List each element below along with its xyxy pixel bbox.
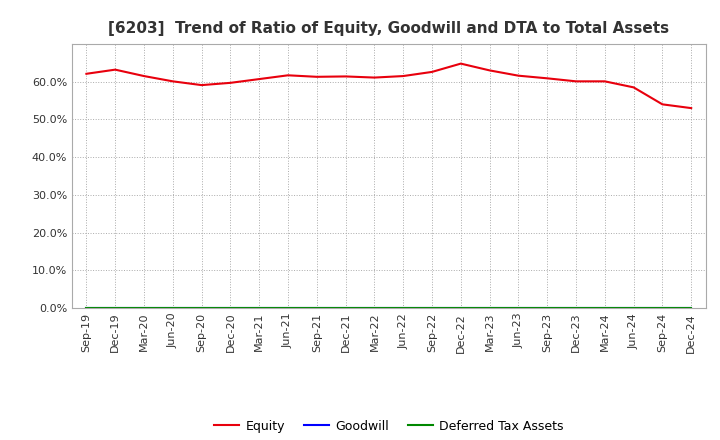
Deferred Tax Assets [658, 305, 667, 311]
Deferred Tax Assets [485, 305, 494, 311]
Deferred Tax Assets [399, 305, 408, 311]
Goodwill [572, 305, 580, 311]
Deferred Tax Assets [687, 305, 696, 311]
Deferred Tax Assets [226, 305, 235, 311]
Goodwill [456, 305, 465, 311]
Equity [572, 79, 580, 84]
Deferred Tax Assets [312, 305, 321, 311]
Goodwill [284, 305, 292, 311]
Equity [600, 79, 609, 84]
Legend: Equity, Goodwill, Deferred Tax Assets: Equity, Goodwill, Deferred Tax Assets [210, 414, 568, 437]
Goodwill [255, 305, 264, 311]
Equity [370, 75, 379, 80]
Deferred Tax Assets [600, 305, 609, 311]
Deferred Tax Assets [168, 305, 177, 311]
Deferred Tax Assets [140, 305, 148, 311]
Deferred Tax Assets [341, 305, 350, 311]
Equity [428, 69, 436, 74]
Deferred Tax Assets [629, 305, 638, 311]
Equity [514, 73, 523, 78]
Goodwill [629, 305, 638, 311]
Goodwill [226, 305, 235, 311]
Equity [82, 71, 91, 77]
Equity [341, 74, 350, 79]
Deferred Tax Assets [370, 305, 379, 311]
Goodwill [370, 305, 379, 311]
Deferred Tax Assets [514, 305, 523, 311]
Deferred Tax Assets [111, 305, 120, 311]
Equity [226, 80, 235, 85]
Equity [284, 73, 292, 78]
Goodwill [543, 305, 552, 311]
Goodwill [341, 305, 350, 311]
Goodwill [687, 305, 696, 311]
Equity [197, 82, 206, 88]
Equity [399, 73, 408, 79]
Goodwill [514, 305, 523, 311]
Goodwill [197, 305, 206, 311]
Equity [658, 102, 667, 107]
Equity [456, 61, 465, 66]
Deferred Tax Assets [543, 305, 552, 311]
Goodwill [600, 305, 609, 311]
Equity [312, 74, 321, 80]
Equity [255, 77, 264, 82]
Deferred Tax Assets [82, 305, 91, 311]
Deferred Tax Assets [428, 305, 436, 311]
Equity [140, 73, 148, 79]
Goodwill [485, 305, 494, 311]
Goodwill [312, 305, 321, 311]
Deferred Tax Assets [456, 305, 465, 311]
Goodwill [399, 305, 408, 311]
Goodwill [658, 305, 667, 311]
Equity [687, 106, 696, 111]
Line: Equity: Equity [86, 64, 691, 108]
Deferred Tax Assets [255, 305, 264, 311]
Goodwill [428, 305, 436, 311]
Goodwill [111, 305, 120, 311]
Deferred Tax Assets [197, 305, 206, 311]
Equity [485, 68, 494, 73]
Goodwill [140, 305, 148, 311]
Goodwill [82, 305, 91, 311]
Equity [111, 67, 120, 72]
Equity [168, 79, 177, 84]
Title: [6203]  Trend of Ratio of Equity, Goodwill and DTA to Total Assets: [6203] Trend of Ratio of Equity, Goodwil… [108, 21, 670, 36]
Equity [629, 85, 638, 90]
Equity [543, 76, 552, 81]
Deferred Tax Assets [284, 305, 292, 311]
Deferred Tax Assets [572, 305, 580, 311]
Goodwill [168, 305, 177, 311]
